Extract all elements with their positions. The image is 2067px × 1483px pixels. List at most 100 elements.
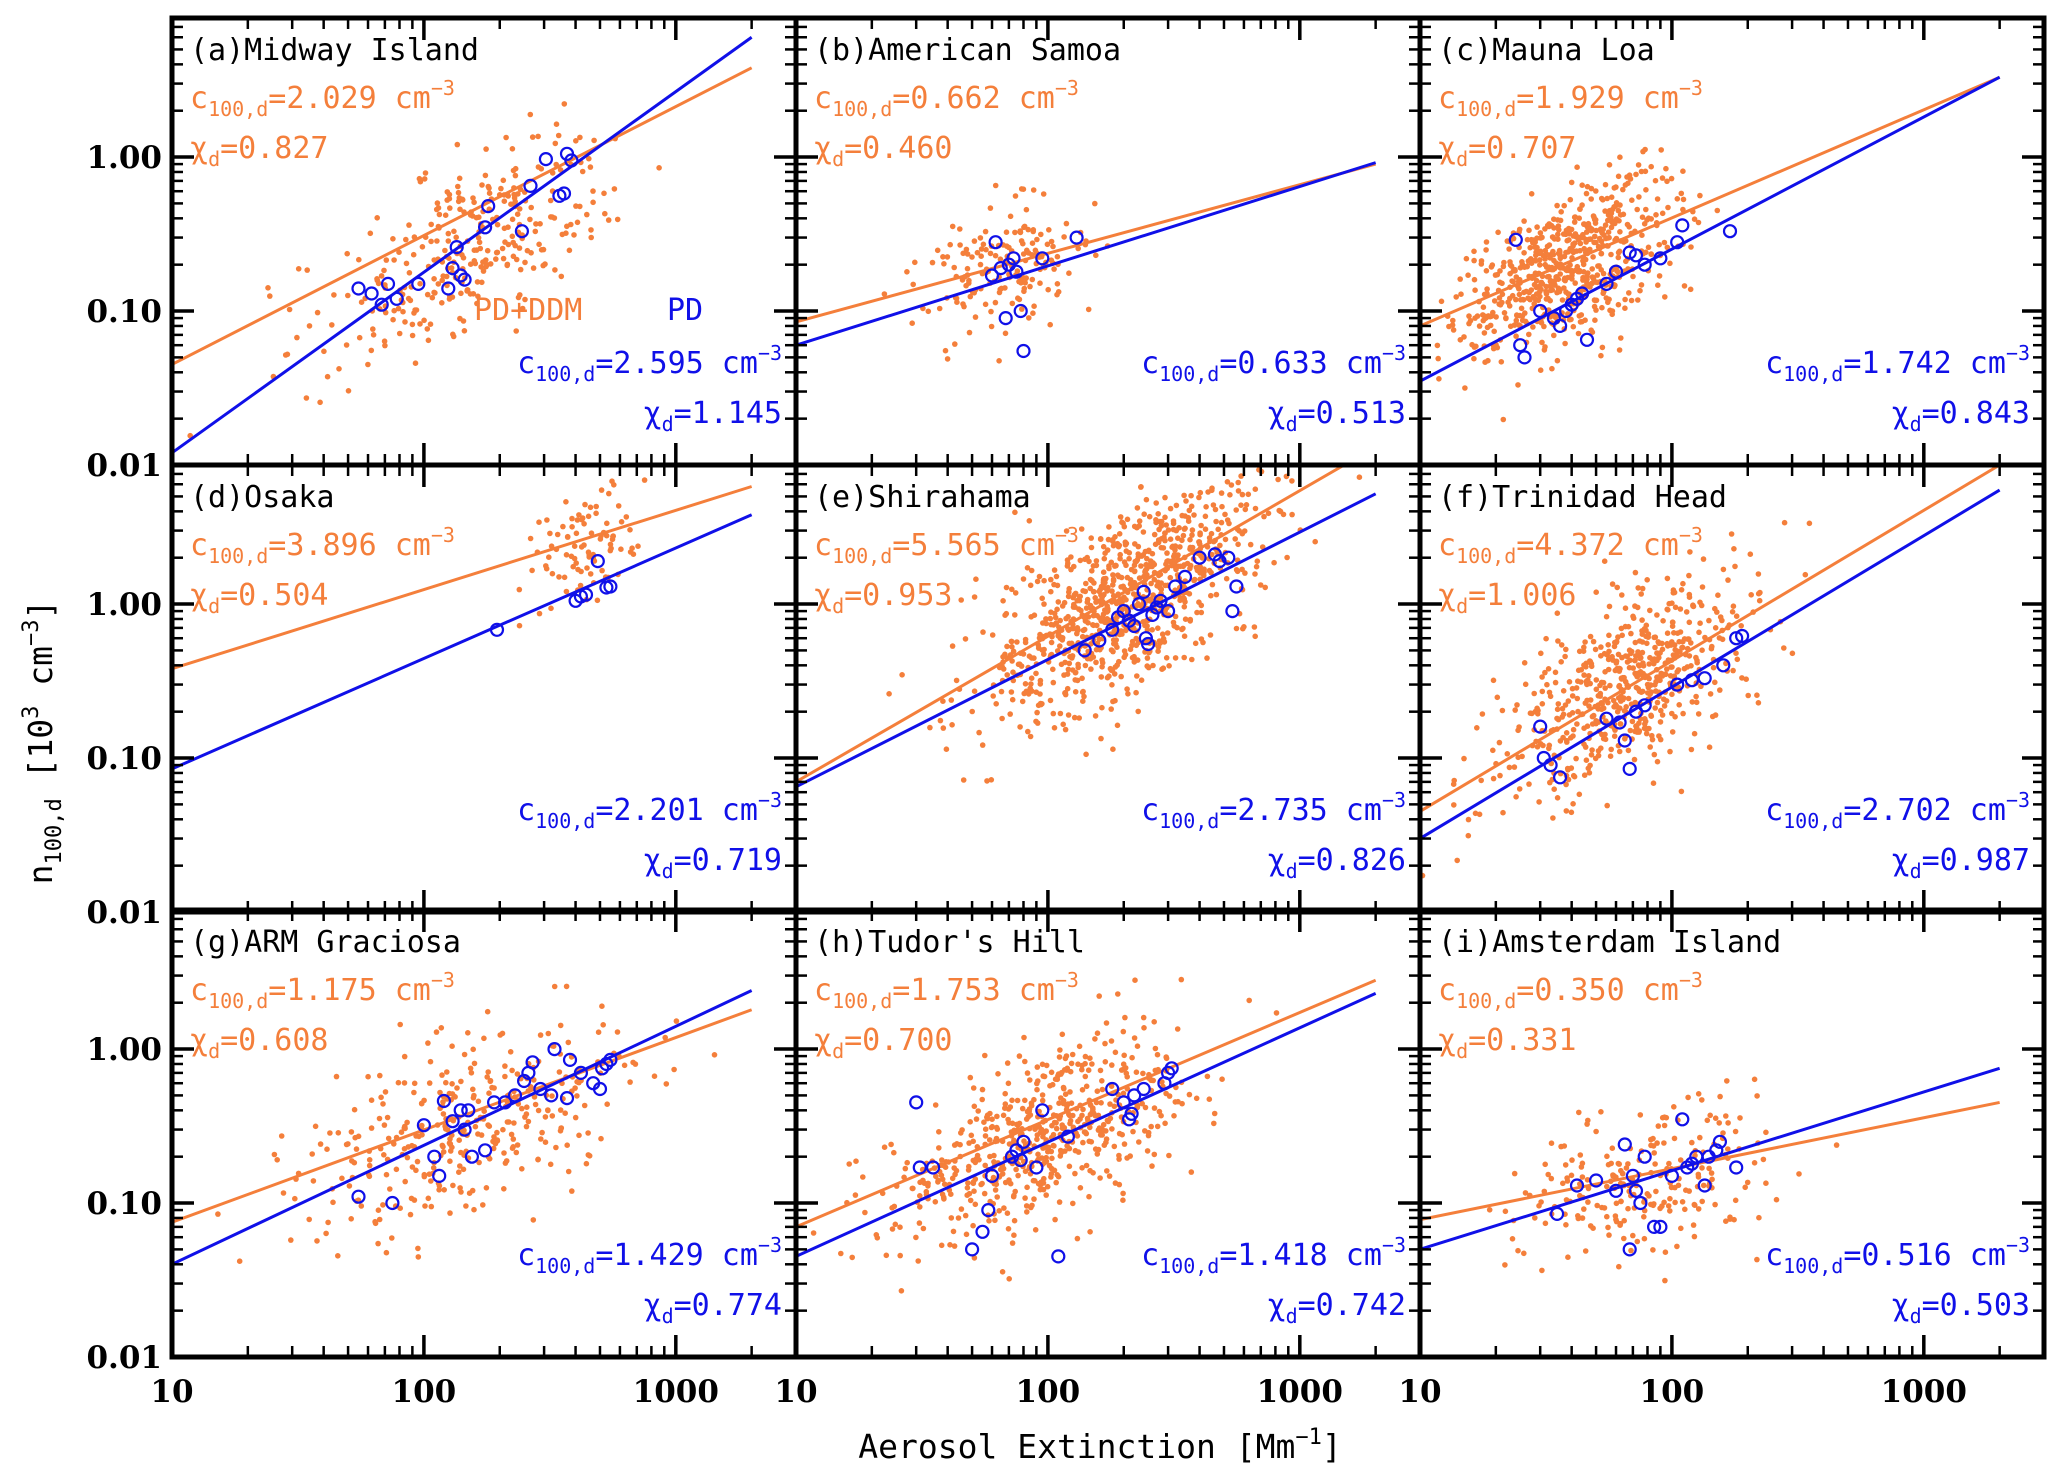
orange-point	[1647, 607, 1653, 614]
orange-point	[1578, 667, 1585, 673]
orange-point	[1622, 653, 1629, 659]
orange-point	[972, 314, 979, 320]
orange-point	[1087, 1229, 1093, 1235]
orange-point	[1235, 479, 1241, 486]
orange-point	[445, 238, 452, 244]
orange-point	[1538, 650, 1544, 657]
orange-point	[483, 1185, 490, 1191]
orange-point	[921, 1180, 928, 1186]
orange-point	[979, 1096, 985, 1103]
orange-point	[1516, 286, 1522, 292]
orange-point	[1522, 310, 1528, 316]
orange-point	[529, 134, 536, 140]
orange-point	[1607, 682, 1613, 689]
orange-point	[975, 1108, 981, 1114]
orange-point	[1695, 711, 1702, 717]
orange-point	[1654, 612, 1660, 618]
orange-point	[1569, 272, 1575, 279]
orange-point	[1162, 530, 1168, 536]
orange-point	[391, 307, 398, 314]
orange-point	[321, 348, 327, 355]
orange-point	[535, 164, 542, 170]
orange-point	[1641, 1214, 1647, 1220]
orange-point	[1622, 182, 1629, 188]
orange-point	[475, 1131, 481, 1137]
orange-point	[1773, 1196, 1780, 1203]
orange-point	[1080, 1106, 1086, 1113]
orange-point	[1659, 1203, 1665, 1209]
orange-point	[1521, 250, 1527, 256]
orange-point	[1636, 638, 1643, 644]
orange-point	[1132, 977, 1138, 983]
orange-point	[1665, 607, 1671, 613]
orange-point	[969, 708, 975, 715]
orange-point	[1021, 285, 1028, 292]
orange-point	[1602, 208, 1608, 214]
orange-point	[1687, 286, 1694, 293]
orange-point	[1142, 569, 1148, 576]
orange-point	[1059, 1122, 1065, 1128]
orange-point	[1554, 610, 1561, 616]
blue-point	[599, 1056, 614, 1072]
orange-point	[1202, 526, 1209, 532]
orange-point	[428, 1178, 434, 1184]
orange-point	[1674, 630, 1681, 636]
orange-point	[1617, 721, 1624, 727]
orange-point	[1661, 696, 1667, 702]
orange-point	[1724, 1078, 1730, 1084]
orange-point	[1162, 494, 1168, 501]
orange-point	[964, 251, 971, 257]
blue-point	[1670, 235, 1685, 250]
orange-point	[971, 1255, 978, 1261]
orange-point	[967, 1197, 974, 1204]
orange-point	[1436, 376, 1442, 382]
orange-point	[1614, 708, 1621, 715]
blue-point	[1588, 1173, 1604, 1188]
orange-point	[1549, 365, 1555, 372]
orange-point	[588, 234, 594, 241]
blue-point	[1712, 1134, 1728, 1149]
orange-point	[892, 1221, 899, 1228]
orange-point	[970, 1138, 976, 1145]
orange-point	[1090, 1105, 1096, 1111]
orange-point	[306, 323, 313, 329]
orange-point	[651, 1073, 658, 1079]
orange-point	[1667, 748, 1673, 755]
blue-point	[1697, 1178, 1712, 1193]
orange-point	[1693, 693, 1699, 700]
orange-point	[982, 301, 989, 308]
orange-point	[1570, 233, 1577, 239]
orange-point	[569, 1188, 575, 1194]
orange-point	[1566, 712, 1573, 718]
orange-point	[889, 1205, 895, 1211]
orange-point	[1600, 735, 1607, 742]
orange-point	[1124, 574, 1131, 581]
orange-point	[1659, 210, 1666, 217]
orange-point	[1604, 1153, 1610, 1160]
blue-point	[1513, 338, 1528, 353]
orange-point	[1066, 640, 1073, 647]
orange-point	[1590, 254, 1596, 260]
orange-point	[1104, 609, 1110, 615]
orange-point	[295, 266, 302, 272]
blue-point	[478, 220, 493, 235]
orange-point	[954, 299, 960, 306]
orange-point	[1634, 206, 1640, 213]
orange-point	[1002, 612, 1008, 618]
orange-point	[1040, 1073, 1046, 1079]
blue-point	[1574, 286, 1590, 301]
orange-point	[1695, 1091, 1702, 1097]
orange-point	[1512, 266, 1518, 273]
orange-point	[1253, 563, 1260, 570]
orange-point	[1496, 739, 1503, 746]
orange-point	[343, 342, 350, 348]
blue-point	[1552, 318, 1568, 333]
orange-point	[1720, 566, 1727, 573]
orange-point	[1185, 518, 1192, 524]
orange-point	[1565, 1254, 1571, 1260]
blue-point	[1136, 584, 1151, 600]
blue-c-stat: c100,d=0.633 cm−3	[1141, 341, 1406, 386]
orange-point	[1079, 1087, 1086, 1093]
orange-point	[1189, 656, 1195, 663]
orange-point	[433, 1029, 440, 1035]
